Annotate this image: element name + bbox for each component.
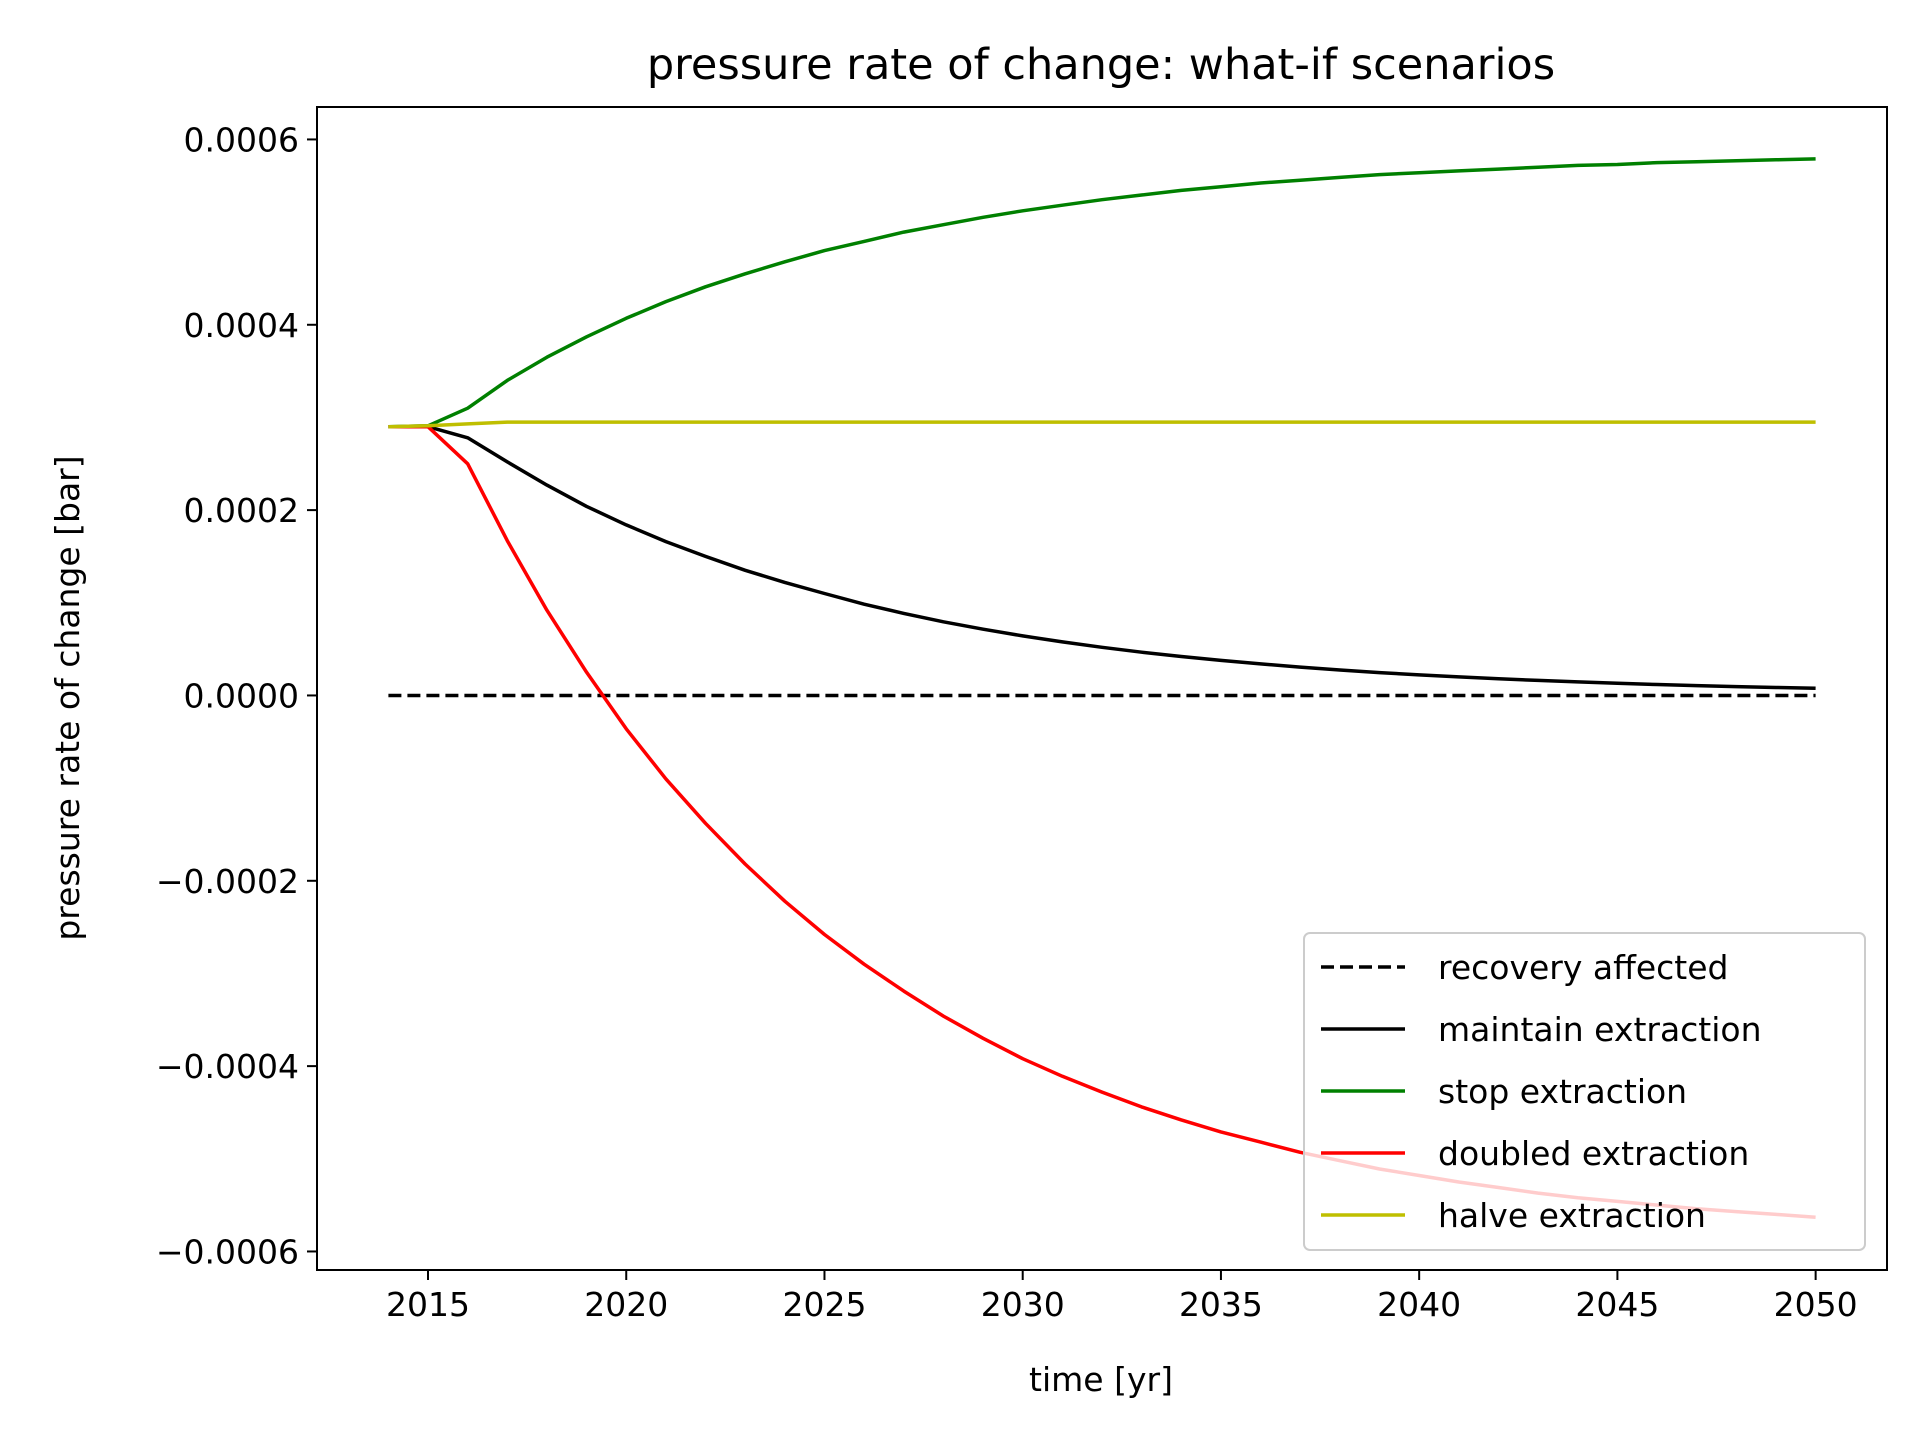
y-tick-label: 0.0000 [184,676,299,715]
x-tick-label: 2015 [386,1285,470,1324]
y-axis: 0.0006 0.0004 0.0002 0.0000 −0.0002 −0.0004 −0… [156,120,317,1271]
axes-frame [316,106,1888,1271]
y-tick-label: 0.0004 [184,306,299,345]
y-tick-label: −0.0006 [156,1232,299,1271]
y-tick-label: −0.0002 [156,862,299,901]
legend-label: recovery affected [1438,948,1729,987]
legend-label: maintain extraction [1438,1010,1762,1049]
legend-box [1303,932,1866,1251]
x-tick-label: 2045 [1575,1285,1659,1324]
legend: recovery affected maintain extraction stop… [1303,932,1866,1251]
x-tick-label: 2030 [981,1285,1065,1324]
chart-title: pressure rate of change: what-if scenari… [647,40,1555,90]
legend-label: doubled extraction [1438,1134,1749,1173]
y-tick-label: 0.0006 [184,120,299,159]
series-line-2 [388,157,1816,429]
series-line-4 [388,420,1816,429]
y-tick-label: 0.0002 [184,491,299,530]
x-axis: 2015 2020 2025 2030 2035 2040 2045 2050 [386,1270,1858,1324]
legend-label: halve extraction [1438,1196,1706,1235]
x-tick-label: 2025 [782,1285,866,1324]
x-tick-label: 2050 [1774,1285,1858,1324]
x-tick-label: 2035 [1179,1285,1263,1324]
y-tick-label: −0.0004 [156,1047,299,1086]
x-axis-label: time [yr] [1029,1360,1173,1399]
plot-area [316,106,1888,1271]
series-line-1 [388,424,1816,691]
y-axis-label: pressure rate of change [bar] [48,455,87,940]
x-tick-label: 2040 [1377,1285,1461,1324]
x-tick-label: 2020 [584,1285,668,1324]
legend-label: stop extraction [1438,1072,1687,1111]
